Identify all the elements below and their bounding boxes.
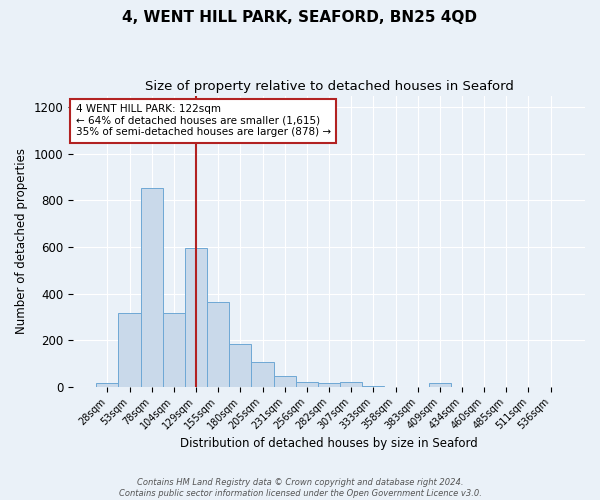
Bar — [185, 248, 207, 387]
Bar — [96, 384, 118, 387]
Bar — [207, 302, 229, 387]
Bar — [118, 314, 140, 387]
Text: 4, WENT HILL PARK, SEAFORD, BN25 4QD: 4, WENT HILL PARK, SEAFORD, BN25 4QD — [122, 10, 478, 25]
Text: 4 WENT HILL PARK: 122sqm
← 64% of detached houses are smaller (1,615)
35% of sem: 4 WENT HILL PARK: 122sqm ← 64% of detach… — [76, 104, 331, 138]
Bar — [251, 362, 274, 387]
Bar — [362, 386, 385, 387]
Bar — [296, 382, 318, 387]
Bar — [340, 382, 362, 387]
Bar — [140, 188, 163, 387]
Y-axis label: Number of detached properties: Number of detached properties — [15, 148, 28, 334]
Bar — [429, 384, 451, 387]
Bar — [229, 344, 251, 387]
Bar — [318, 384, 340, 387]
Text: Contains HM Land Registry data © Crown copyright and database right 2024.
Contai: Contains HM Land Registry data © Crown c… — [119, 478, 481, 498]
Title: Size of property relative to detached houses in Seaford: Size of property relative to detached ho… — [145, 80, 514, 93]
Bar — [163, 314, 185, 387]
X-axis label: Distribution of detached houses by size in Seaford: Distribution of detached houses by size … — [180, 437, 478, 450]
Bar — [274, 376, 296, 387]
